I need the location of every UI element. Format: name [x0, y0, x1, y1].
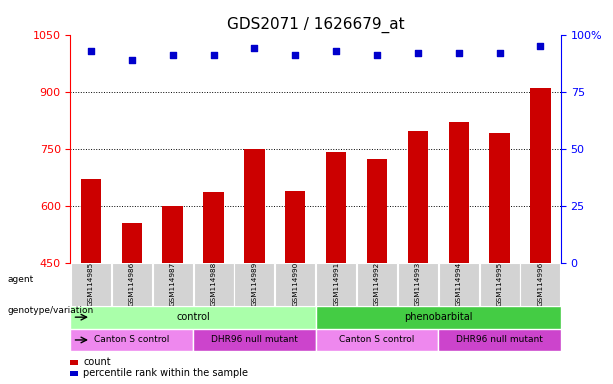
Text: DHR96 null mutant: DHR96 null mutant	[211, 336, 298, 344]
Bar	[326, 152, 346, 263]
FancyBboxPatch shape	[70, 329, 193, 351]
FancyBboxPatch shape	[275, 263, 315, 306]
FancyBboxPatch shape	[70, 306, 316, 329]
Text: GSM114993: GSM114993	[415, 262, 421, 306]
Point	[372, 52, 382, 58]
Point	[536, 43, 546, 49]
Text: GSM114991: GSM114991	[333, 262, 339, 306]
Text: GSM114987: GSM114987	[170, 262, 176, 306]
Point	[291, 52, 300, 58]
Text: GSM114996: GSM114996	[538, 262, 544, 306]
Point	[249, 45, 259, 51]
Text: DHR96 null mutant: DHR96 null mutant	[456, 336, 543, 344]
Bar	[530, 88, 550, 263]
FancyBboxPatch shape	[439, 263, 479, 306]
FancyBboxPatch shape	[316, 306, 561, 329]
FancyBboxPatch shape	[112, 263, 152, 306]
Bar	[489, 133, 510, 263]
Text: GSM114992: GSM114992	[374, 262, 380, 306]
Point	[208, 52, 218, 58]
Text: control: control	[176, 312, 210, 322]
Text: genotype/variation: genotype/variation	[7, 306, 94, 315]
FancyBboxPatch shape	[194, 263, 234, 306]
Bar	[367, 159, 387, 263]
Point	[454, 50, 463, 56]
Text: count: count	[83, 357, 111, 367]
Point	[331, 48, 341, 54]
Text: GSM114995: GSM114995	[497, 262, 503, 306]
FancyBboxPatch shape	[520, 263, 560, 306]
Bar	[285, 191, 305, 263]
Bar	[162, 205, 183, 263]
Text: GSM114990: GSM114990	[292, 262, 299, 306]
FancyBboxPatch shape	[357, 263, 397, 306]
Point	[495, 50, 504, 56]
Text: Canton S control: Canton S control	[94, 336, 169, 344]
Text: percentile rank within the sample: percentile rank within the sample	[83, 368, 248, 378]
Bar	[408, 131, 428, 263]
Point	[413, 50, 423, 56]
Text: GSM114989: GSM114989	[251, 262, 257, 306]
Text: phenobarbital: phenobarbital	[404, 312, 473, 322]
Bar	[449, 122, 469, 263]
Point	[127, 56, 137, 63]
Point	[86, 48, 96, 54]
Text: GSM114986: GSM114986	[129, 262, 135, 306]
FancyBboxPatch shape	[71, 263, 111, 306]
Bar	[204, 192, 224, 263]
Text: GSM114985: GSM114985	[88, 262, 94, 306]
Title: GDS2071 / 1626679_at: GDS2071 / 1626679_at	[227, 17, 405, 33]
FancyBboxPatch shape	[316, 329, 438, 351]
Bar	[244, 149, 265, 263]
FancyBboxPatch shape	[438, 329, 561, 351]
Text: GSM114994: GSM114994	[455, 262, 462, 306]
FancyBboxPatch shape	[479, 263, 520, 306]
FancyBboxPatch shape	[153, 263, 192, 306]
FancyBboxPatch shape	[234, 263, 275, 306]
Point	[168, 52, 178, 58]
FancyBboxPatch shape	[193, 329, 316, 351]
FancyBboxPatch shape	[316, 263, 356, 306]
Text: Canton S control: Canton S control	[340, 336, 414, 344]
Bar	[81, 179, 101, 263]
Bar	[121, 223, 142, 263]
Text: agent: agent	[7, 275, 34, 284]
FancyBboxPatch shape	[398, 263, 438, 306]
Text: GSM114988: GSM114988	[210, 262, 216, 306]
